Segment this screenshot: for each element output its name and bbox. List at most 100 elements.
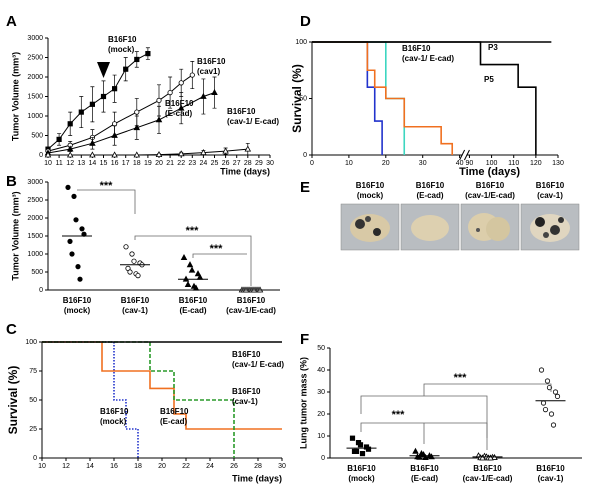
y-tick-label: 75 bbox=[29, 368, 37, 375]
series-label: (mock) bbox=[100, 417, 127, 426]
data-point bbox=[180, 253, 188, 261]
x-tick-label: 0 bbox=[310, 160, 314, 167]
y-tick-label: 500 bbox=[31, 269, 43, 276]
annotation: B16F10 bbox=[402, 44, 431, 53]
y-tick-label: 20 bbox=[317, 411, 325, 418]
data-point bbox=[127, 269, 133, 275]
series-label: (E-cad) bbox=[165, 109, 192, 118]
significance-bracket bbox=[360, 383, 552, 438]
y-tick-label: 2500 bbox=[27, 54, 43, 61]
data-point bbox=[123, 244, 129, 250]
x-tick-label: 12 bbox=[62, 463, 70, 470]
data-point bbox=[135, 272, 141, 279]
series-label: (cav-1) bbox=[232, 397, 258, 406]
annotation: (cav-1/ E-cad) bbox=[402, 54, 454, 63]
data-point bbox=[78, 109, 84, 115]
y-tick-label: 40 bbox=[317, 367, 325, 374]
data-point bbox=[129, 251, 135, 257]
x-tick-label: 11 bbox=[55, 160, 62, 167]
data-point bbox=[112, 86, 118, 92]
data-point bbox=[56, 136, 62, 142]
x-tick-label: 13 bbox=[77, 160, 85, 167]
x-tick-label: 22 bbox=[182, 463, 190, 470]
y-tick-label: 2000 bbox=[27, 74, 43, 81]
x-tick-label: 110 bbox=[508, 160, 519, 167]
data-point bbox=[200, 92, 207, 99]
x-tick-label: 24 bbox=[206, 463, 214, 470]
data-point bbox=[67, 121, 73, 127]
x-tick-label: 16 bbox=[110, 463, 118, 470]
y-axis-title: Survival (%) bbox=[290, 64, 304, 133]
x-tick-label: 20 bbox=[155, 160, 163, 167]
panel-letter: E bbox=[300, 179, 310, 196]
x-tick-label: 30 bbox=[266, 160, 274, 167]
data-point bbox=[155, 150, 163, 158]
y-tick-label: 3000 bbox=[27, 35, 43, 42]
image-label: (cav-1/E-cad) bbox=[465, 191, 515, 200]
data-point bbox=[211, 88, 218, 95]
panel-letter: B bbox=[6, 173, 17, 190]
series-label: B16F10 bbox=[108, 35, 137, 44]
arrow-marker bbox=[97, 62, 110, 78]
significance-bracket bbox=[360, 422, 488, 450]
x-tick-label: 21 bbox=[166, 160, 174, 167]
panel-letter: C bbox=[6, 321, 17, 338]
x-category-label: (mock) bbox=[64, 306, 91, 315]
data-point bbox=[550, 422, 557, 428]
y-tick-label: 1000 bbox=[27, 251, 43, 258]
x-tick-label: 19 bbox=[144, 160, 152, 167]
data-point bbox=[548, 411, 555, 417]
data-point bbox=[134, 56, 140, 63]
data-point bbox=[167, 90, 173, 96]
data-point bbox=[359, 450, 366, 457]
data-point bbox=[111, 151, 118, 158]
x-category-label: (E-cad) bbox=[179, 306, 206, 315]
y-tick-label: 50 bbox=[299, 95, 307, 102]
y-tick-label: 2000 bbox=[27, 215, 43, 222]
data-point bbox=[145, 51, 151, 57]
data-point bbox=[542, 406, 549, 413]
y-tick-label: 100 bbox=[25, 339, 37, 346]
y-tick-label: 0 bbox=[321, 455, 325, 462]
panel-letter: D bbox=[300, 13, 311, 30]
y-tick-label: 1500 bbox=[27, 233, 43, 240]
series-label: B16F10 bbox=[227, 107, 256, 116]
data-point bbox=[77, 276, 83, 282]
series-label: B16F10 bbox=[165, 99, 194, 108]
y-tick-label: 0 bbox=[33, 455, 37, 462]
data-point bbox=[100, 93, 107, 100]
data-point bbox=[184, 280, 192, 288]
data-point bbox=[412, 447, 419, 454]
significance-bracket bbox=[77, 189, 136, 214]
y-tick-label: 0 bbox=[39, 287, 43, 294]
x-category-label: B16F10 bbox=[410, 464, 439, 473]
data-point bbox=[44, 151, 52, 158]
x-category-label: B16F10 bbox=[536, 464, 565, 473]
y-axis-title: Tumor Volume (mm³) bbox=[10, 52, 20, 141]
significance-label: *** bbox=[100, 180, 114, 192]
image-label: (E-cad) bbox=[416, 191, 443, 200]
significance-label: *** bbox=[392, 409, 406, 421]
x-category-label: B16F10 bbox=[473, 464, 502, 473]
data-point bbox=[487, 454, 494, 461]
x-category-label: (mock) bbox=[348, 474, 375, 483]
x-tick-label: 40 bbox=[456, 160, 464, 167]
data-point bbox=[178, 80, 184, 86]
y-tick-label: 50 bbox=[29, 397, 37, 404]
y-tick-label: 0 bbox=[39, 152, 43, 159]
x-tick-label: 130 bbox=[552, 160, 564, 167]
significance-bracket bbox=[134, 235, 252, 286]
data-point bbox=[188, 266, 196, 273]
data-point bbox=[357, 442, 364, 448]
x-tick-label: 18 bbox=[133, 160, 141, 167]
data-point bbox=[177, 150, 185, 157]
x-tick-label: 24 bbox=[200, 160, 208, 167]
x-tick-label: 30 bbox=[419, 160, 427, 167]
image-label: B16F10 bbox=[356, 181, 385, 190]
y-tick-label: 50 bbox=[317, 345, 325, 352]
x-tick-label: 14 bbox=[86, 463, 94, 470]
y-tick-label: 25 bbox=[29, 426, 37, 433]
data-point bbox=[544, 378, 551, 384]
data-point bbox=[66, 151, 74, 158]
